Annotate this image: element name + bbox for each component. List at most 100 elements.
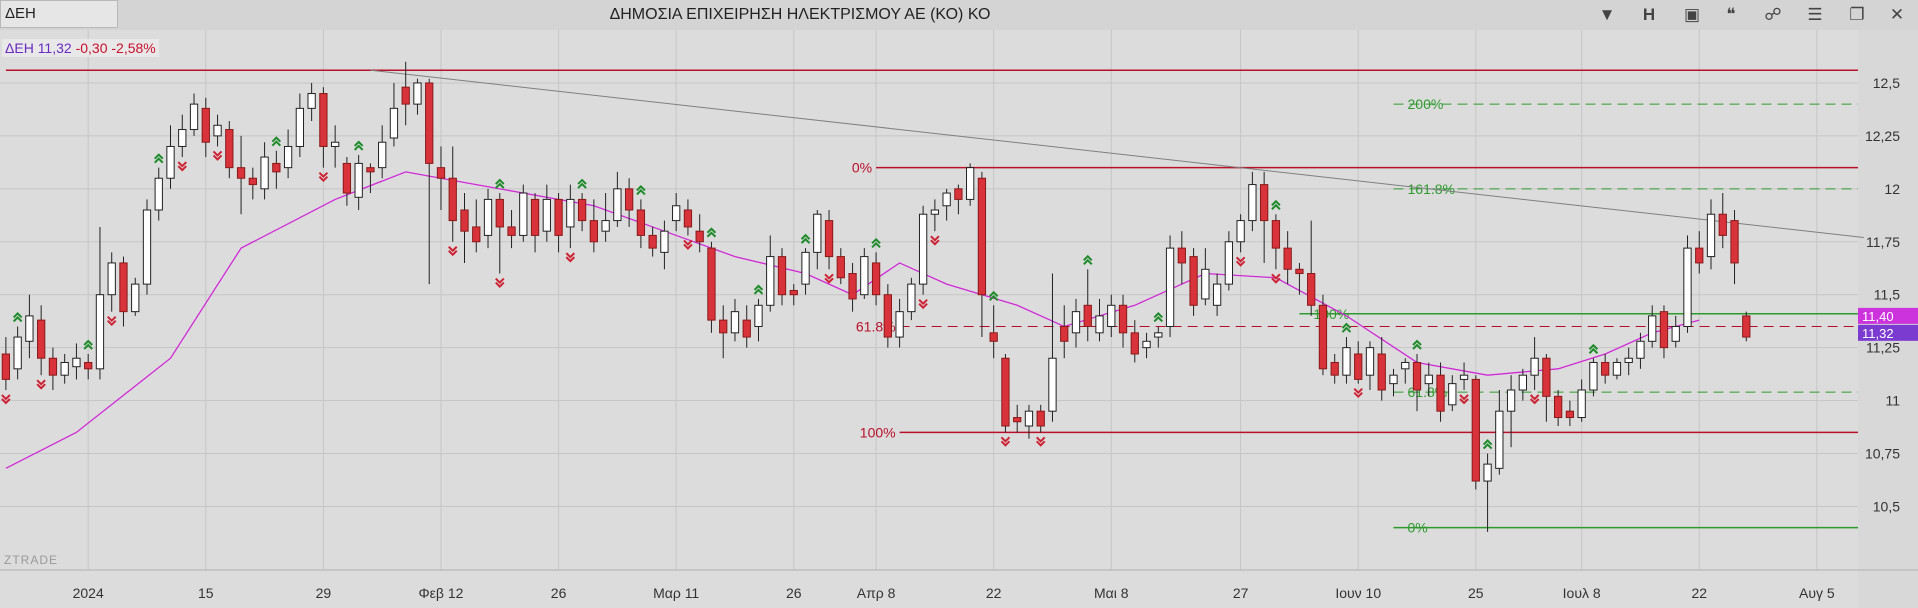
down-signal-icon (1271, 273, 1281, 284)
candle-down (648, 234, 657, 249)
up-signal-icon (1153, 312, 1164, 323)
candle-up (966, 167, 975, 200)
comment-icon[interactable]: ❝ (1726, 5, 1736, 24)
up-signal-icon (271, 136, 282, 147)
candle-down (848, 273, 857, 300)
close-icon[interactable]: ✕ (1889, 5, 1905, 24)
candle-up (1224, 241, 1234, 285)
candle-up (1518, 374, 1527, 391)
down-signal-icon (1235, 256, 1246, 267)
fib-red-level-label: 0% (852, 160, 872, 176)
candle-down (448, 177, 457, 222)
y-tick-label: 11,25 (1866, 340, 1900, 356)
candle-up (295, 107, 305, 147)
candle-down (201, 107, 210, 143)
candle-up (1201, 268, 1210, 300)
candle-down (119, 262, 128, 313)
candle-up (542, 198, 551, 232)
y-tick-label: 12,25 (1865, 128, 1900, 144)
candle-down (742, 319, 751, 338)
down-signal-icon (565, 252, 576, 263)
candle-up (13, 336, 22, 370)
candle-down (460, 209, 469, 232)
candle-down (824, 220, 834, 258)
candle-up (178, 129, 187, 147)
candle-down (1130, 332, 1139, 355)
menu-icon[interactable]: ☰ (1807, 5, 1823, 24)
candle-down (1330, 361, 1339, 376)
candle-down (1060, 325, 1069, 342)
candle-up (1577, 389, 1586, 419)
x-tick-label: Απρ 8 (857, 585, 896, 601)
h-button[interactable]: H (1642, 5, 1656, 24)
quote-symbol: ΔΕΗ 11,32 (5, 40, 72, 56)
x-tick-label: 15 (198, 585, 214, 601)
candle-up (566, 198, 575, 228)
x-tick-label: 29 (316, 585, 332, 601)
fib-green-level-label: 0% (1408, 520, 1428, 536)
candle-up (1424, 374, 1433, 385)
lock-icon[interactable]: ☍ (1764, 5, 1782, 24)
quote-change: -0,30 (75, 40, 108, 56)
candle-up (213, 124, 222, 137)
candle-down (624, 188, 634, 211)
candle-down (1565, 410, 1575, 419)
candle-down (871, 262, 881, 296)
price-tag-label: 11,40 (1862, 309, 1894, 324)
candle-up (942, 192, 951, 207)
candle-down (1036, 410, 1045, 427)
candle-down (719, 319, 728, 334)
candle-down (530, 198, 540, 236)
candle-down (1471, 378, 1480, 482)
candle-up (1459, 374, 1469, 380)
candle-up (107, 262, 116, 296)
symbol-input[interactable]: ΔΕΗ (0, 0, 118, 28)
candle-down (777, 256, 787, 296)
x-tick-label: Ιουν 10 (1335, 585, 1381, 601)
up-signal-icon (1482, 439, 1493, 450)
candle-up (754, 304, 763, 327)
candle-down (248, 177, 257, 186)
candle-down (1083, 304, 1092, 327)
candle-down (1001, 357, 1010, 427)
watermark-text: ZTRADE (4, 553, 58, 567)
price-tag (1858, 307, 1918, 324)
x-tick-label: 22 (986, 585, 1002, 601)
candle-down (37, 319, 46, 359)
candle-down (436, 167, 446, 179)
candle-down (836, 256, 845, 279)
fib-green-level-label: 200% (1408, 96, 1444, 112)
candle-down (1189, 256, 1198, 306)
x-tick-label: Μαρ 11 (653, 585, 699, 601)
candle-down (695, 230, 704, 243)
panel-icon[interactable]: ▣ (1683, 5, 1701, 24)
candle-down (554, 198, 563, 236)
candle-up (1071, 311, 1081, 334)
candle-up (1154, 332, 1163, 338)
candle-down (1377, 353, 1386, 391)
price-chart[interactable]: 12,5 12,25 12 11,75 11,5 11,25 11 10,75 10,5 2024… (0, 30, 1918, 608)
candle-up (1506, 389, 1516, 412)
candle-down (636, 209, 646, 236)
up-signal-icon (753, 284, 764, 295)
chevron-down-icon[interactable]: ▼ (1598, 5, 1616, 24)
candle-up (60, 361, 69, 376)
candle-down (1295, 268, 1304, 275)
candle-down (342, 162, 352, 194)
down-signal-icon (448, 246, 458, 257)
up-signal-icon (83, 339, 93, 350)
candle-up (1365, 347, 1375, 376)
candle-down (1283, 247, 1292, 270)
candle-up (166, 145, 175, 179)
candle-up (1024, 410, 1034, 427)
candle-up (766, 256, 775, 306)
down-signal-icon (1000, 436, 1011, 447)
candle-up (1483, 463, 1492, 482)
candle-up (1530, 357, 1539, 376)
candle-up (1636, 340, 1645, 359)
trend-line (370, 69, 1864, 239)
restore-icon[interactable]: ❐ (1849, 5, 1865, 24)
candle-up (1683, 247, 1692, 327)
candle-up (1142, 340, 1151, 349)
down-signal-icon (1, 394, 11, 405)
